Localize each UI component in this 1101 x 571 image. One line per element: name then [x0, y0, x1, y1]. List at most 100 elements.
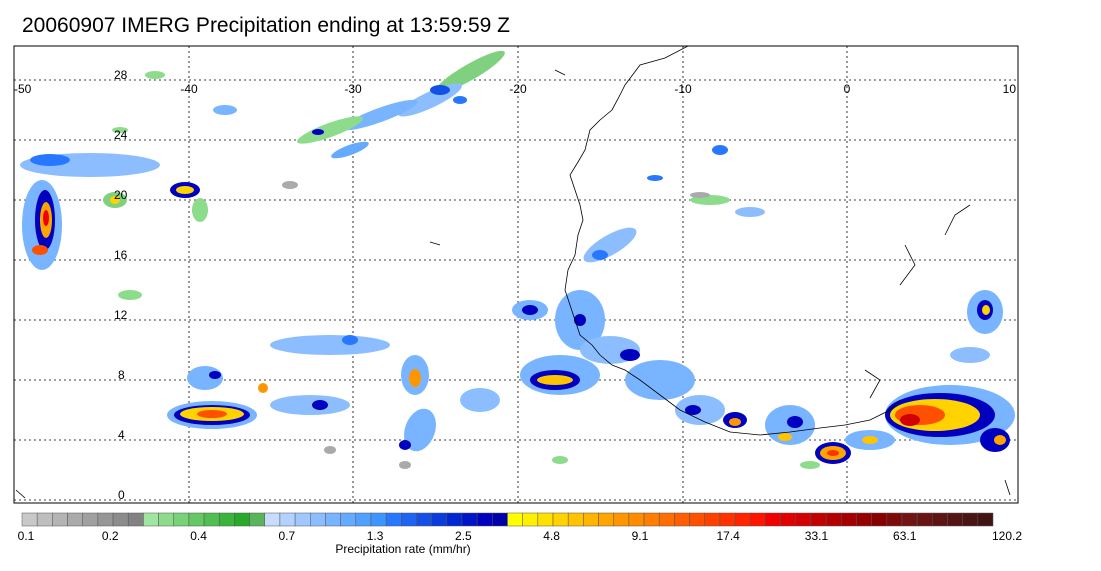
colorbar-swatch — [385, 512, 402, 527]
colorbar-swatch — [82, 512, 99, 527]
colorbar-tick-label: 1.3 — [367, 529, 384, 543]
lat-label: 0 — [118, 488, 125, 502]
colorbar-swatch — [36, 512, 53, 527]
colorbar-tick-label: 63.1 — [893, 529, 917, 543]
lat-label: 24 — [114, 128, 128, 142]
colorbar-swatch — [598, 512, 614, 527]
colorbar-swatch — [264, 512, 281, 527]
lat-label: 16 — [114, 248, 128, 262]
precipitation-field — [20, 50, 1015, 469]
lon-label: -10 — [674, 82, 692, 96]
colorbar-swatch — [810, 512, 827, 527]
colorbar-swatch — [401, 512, 417, 527]
colorbar-swatch — [658, 512, 675, 527]
latitude-labels: 28 24 20 16 12 8 4 0 — [114, 68, 128, 502]
colorbar-swatch — [476, 512, 493, 527]
colorbar-swatch — [340, 512, 357, 527]
colorbar-swatch — [279, 512, 296, 527]
colorbar-swatch — [795, 512, 812, 527]
lat-label: 28 — [114, 68, 128, 82]
colorbar-swatch — [825, 512, 842, 527]
lon-label: -50 — [14, 82, 32, 96]
colorbar-swatch — [234, 512, 250, 527]
coastlines — [15, 46, 1011, 499]
lat-label: 12 — [114, 308, 128, 322]
colorbar-swatch — [21, 512, 38, 527]
colorbar-swatch — [325, 512, 341, 527]
colorbar-swatch — [158, 512, 174, 527]
colorbar-swatch — [537, 512, 554, 527]
colorbar-swatch — [962, 512, 979, 527]
lon-label: -20 — [509, 82, 527, 96]
colorbar-swatch — [492, 512, 508, 527]
colorbar-swatch — [977, 512, 994, 527]
colorbar-swatch — [734, 512, 751, 527]
colorbar-swatch — [628, 512, 645, 527]
colorbar-swatch — [522, 512, 539, 527]
colorbar-swatch — [97, 512, 114, 527]
colorbar-swatch — [750, 512, 766, 527]
colorbar-swatches — [21, 512, 994, 527]
colorbar-swatch — [613, 512, 630, 527]
colorbar-swatch — [704, 512, 721, 527]
colorbar-swatch — [567, 512, 584, 527]
map-frame — [13, 45, 1019, 504]
colorbar-swatch — [916, 512, 933, 527]
lon-label: -40 — [180, 82, 198, 96]
colorbar-swatch — [886, 512, 903, 527]
colorbar-swatch — [173, 512, 190, 527]
colorbar-swatch — [901, 512, 918, 527]
colorbar-tick-label: 17.4 — [717, 529, 741, 543]
colorbar-swatch — [218, 512, 235, 527]
colorbar-swatch — [143, 512, 159, 527]
colorbar-swatch — [552, 512, 569, 527]
precip-itcz-west — [167, 335, 500, 452]
colorbar-swatch — [446, 512, 463, 527]
colorbar-swatch — [127, 512, 144, 527]
colorbar-swatch — [932, 512, 948, 527]
colorbar-swatch — [674, 512, 690, 527]
lat-label: 20 — [114, 188, 128, 202]
colorbar-swatch — [188, 512, 205, 527]
lat-label: 8 — [118, 368, 125, 382]
map-title: 20060907 IMERG Precipitation ending at 1… — [22, 14, 510, 37]
colorbar-tick-label: 9.1 — [632, 529, 649, 543]
precip-band-north — [297, 50, 505, 159]
colorbar-swatch — [841, 512, 857, 527]
colorbar-swatch — [431, 512, 448, 527]
colorbar-swatch — [355, 512, 372, 527]
lon-label: 10 — [1003, 82, 1017, 96]
colorbar-swatch — [643, 512, 660, 527]
colorbar-tick-label: 0.1 — [18, 529, 35, 543]
colorbar-tick-label: 0.7 — [278, 529, 295, 543]
colorbar-swatch — [689, 512, 705, 527]
colorbar-swatch — [871, 512, 888, 527]
colorbar-swatch — [765, 512, 781, 527]
colorbar-swatch — [310, 512, 326, 527]
longitude-labels: -50 -40 -30 -20 -10 0 10 — [14, 82, 1016, 96]
colorbar-tick-label: 4.8 — [543, 529, 560, 543]
colorbar-swatch — [249, 512, 265, 527]
colorbar-swatch — [294, 512, 311, 527]
colorbar-swatch — [780, 512, 797, 527]
colorbar-swatch — [416, 512, 432, 527]
colorbar-swatch — [52, 512, 68, 527]
colorbar-tick-label: 0.2 — [102, 529, 119, 543]
colorbar-swatch — [461, 512, 478, 527]
lon-label: -30 — [344, 82, 362, 96]
colorbar-swatch — [583, 512, 599, 527]
colorbar-label: Precipitation rate (mm/hr) — [335, 542, 470, 556]
colorbar-swatch — [370, 512, 387, 527]
precip-light-scatter — [112, 71, 820, 469]
colorbar-swatch — [203, 512, 220, 527]
colorbar-tick-label: 0.4 — [190, 529, 207, 543]
colorbar-tick-label: 2.5 — [455, 529, 472, 543]
lat-label: 4 — [118, 428, 125, 442]
colorbar-swatch — [947, 512, 963, 527]
precip-gulf-of-guinea — [815, 290, 1015, 464]
precip-west-atlantic — [20, 105, 237, 300]
colorbar-tick-label: 33.1 — [805, 529, 829, 543]
colorbar-swatch — [719, 512, 736, 527]
